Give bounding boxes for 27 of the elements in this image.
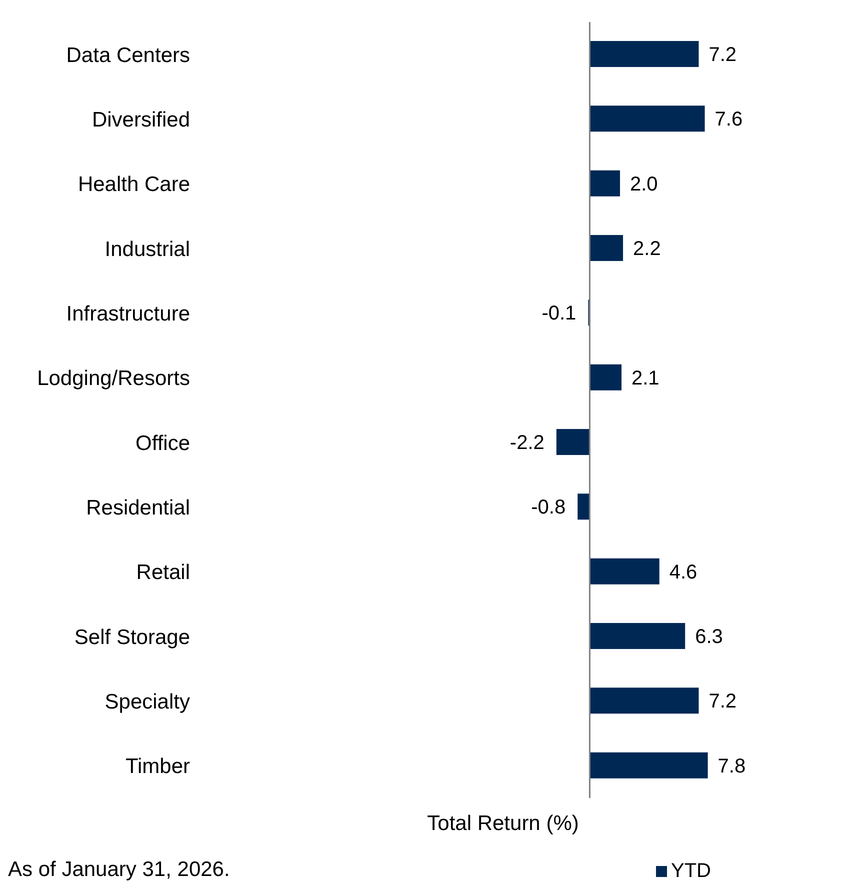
- data-label: 7.2: [708, 690, 737, 713]
- data-label: 4.6: [669, 561, 698, 584]
- y-tick-label: Office: [136, 432, 190, 455]
- x-axis-title: Total Return (%): [426, 812, 580, 836]
- y-tick-label: Data Centers: [66, 44, 190, 67]
- data-label: 7.2: [708, 44, 737, 66]
- y-tick-label: Lodging/Resorts: [37, 367, 190, 390]
- text: As of January 31, 2026.: [8, 858, 230, 881]
- y-tick-label: Infrastructure: [66, 302, 190, 326]
- data-label: 2.0: [630, 173, 658, 196]
- y-tick-label: Diversified: [92, 108, 190, 132]
- data-label: 2.2: [633, 238, 661, 260]
- data-label: -0.1: [542, 302, 576, 325]
- y-tick-label: Industrial: [104, 238, 190, 261]
- data-label: 6.3: [695, 626, 723, 648]
- data-label: -2.2: [510, 432, 544, 454]
- data-label: 2.1: [632, 367, 660, 390]
- y-tick-label: Health Care: [78, 173, 190, 196]
- y-tick-label: Timber: [125, 755, 190, 778]
- y-tick-label: Specialty: [104, 690, 190, 714]
- y-tick-label: Retail: [136, 561, 190, 584]
- y-tick-label: Residential: [86, 496, 190, 520]
- y-tick-label: Self Storage: [74, 626, 190, 649]
- data-label: 7.8: [718, 755, 746, 778]
- data-label: -0.8: [531, 496, 566, 519]
- data-label: 7.6: [714, 108, 743, 131]
- legend-label: YTD: [670, 860, 711, 883]
